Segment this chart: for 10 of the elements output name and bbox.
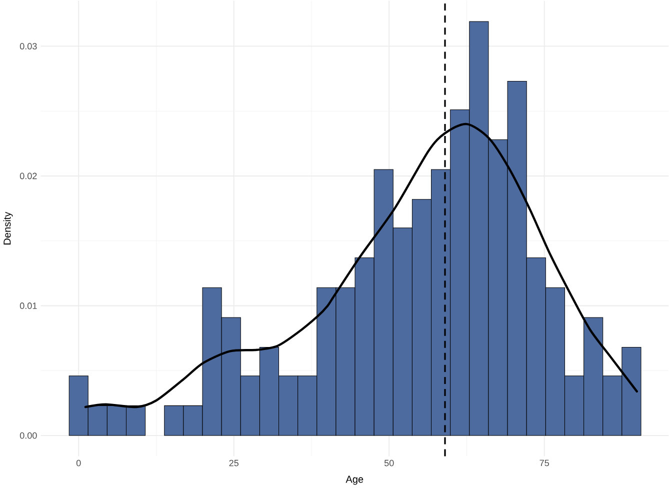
- x-axis-title: Age: [346, 476, 364, 485]
- y-axis-title: Density: [3, 212, 13, 244]
- x-tick-label: 25: [229, 460, 239, 466]
- y-tick-label: 0.03: [20, 42, 37, 50]
- x-tick-label: 0: [76, 460, 81, 466]
- y-tick-label: 0.00: [20, 432, 37, 439]
- y-tick-label: 0.02: [20, 172, 37, 180]
- x-tick-label: 75: [540, 460, 549, 466]
- y-tick-label: 0.01: [20, 302, 37, 309]
- x-tick-label: 50: [384, 460, 394, 466]
